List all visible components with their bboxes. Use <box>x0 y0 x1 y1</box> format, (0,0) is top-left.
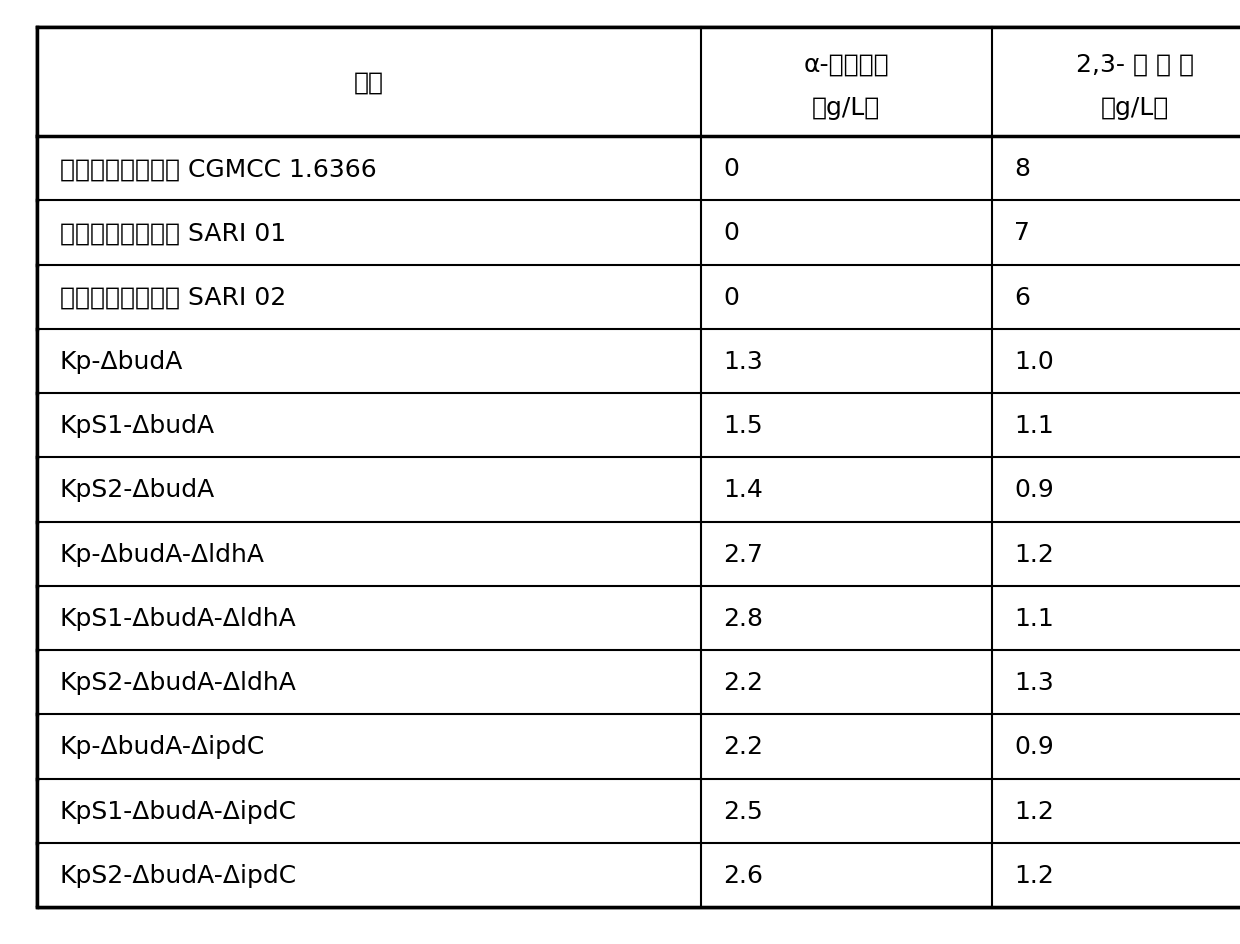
Bar <box>37 458 1240 522</box>
Text: 2.5: 2.5 <box>723 799 763 823</box>
Text: KpS2-ΔbudA: KpS2-ΔbudA <box>60 478 215 502</box>
Text: Kp-ΔbudA-ΔipdC: Kp-ΔbudA-ΔipdC <box>60 734 265 759</box>
Text: 0.9: 0.9 <box>1014 734 1054 759</box>
Text: 2,3- 丁 二 醇: 2,3- 丁 二 醇 <box>1075 52 1194 76</box>
Text: 克雷伯氏肺炎杆菌 SARI 01: 克雷伯氏肺炎杆菌 SARI 01 <box>60 221 285 245</box>
Text: 1.2: 1.2 <box>1014 863 1054 887</box>
Bar <box>37 137 1240 201</box>
Bar <box>37 394 1240 458</box>
Text: 8: 8 <box>1014 157 1030 181</box>
Text: 0.9: 0.9 <box>1014 478 1054 502</box>
Text: 0: 0 <box>723 221 739 245</box>
Bar <box>37 265 1240 329</box>
Text: Kp-ΔbudA-ΔldhA: Kp-ΔbudA-ΔldhA <box>60 542 264 566</box>
Text: 1.1: 1.1 <box>1014 413 1054 438</box>
Text: 1.3: 1.3 <box>1014 670 1054 695</box>
Text: 1.4: 1.4 <box>723 478 763 502</box>
Text: KpS1-ΔbudA-ΔipdC: KpS1-ΔbudA-ΔipdC <box>60 799 296 823</box>
Text: 1.0: 1.0 <box>1014 349 1054 374</box>
Text: 2.7: 2.7 <box>723 542 763 566</box>
Text: 2.8: 2.8 <box>723 606 763 631</box>
Text: （g/L）: （g/L） <box>812 95 880 120</box>
Text: 0: 0 <box>723 157 739 181</box>
Bar <box>37 201 1240 265</box>
Bar <box>37 329 1240 394</box>
Text: KpS1-ΔbudA: KpS1-ΔbudA <box>60 413 215 438</box>
Bar <box>37 28 1240 137</box>
Bar <box>37 779 1240 843</box>
Text: 菌株: 菌株 <box>353 71 384 94</box>
Bar <box>37 586 1240 650</box>
Text: α-酮异戊酸: α-酮异戊酸 <box>804 52 889 76</box>
Text: 1.1: 1.1 <box>1014 606 1054 631</box>
Text: 1.5: 1.5 <box>723 413 763 438</box>
Bar <box>37 843 1240 907</box>
Text: 克雷伯氏肺炎杆菌 SARI 02: 克雷伯氏肺炎杆菌 SARI 02 <box>60 285 285 310</box>
Text: 0: 0 <box>723 285 739 310</box>
Bar <box>37 650 1240 715</box>
Text: 1.3: 1.3 <box>723 349 763 374</box>
Text: 2.2: 2.2 <box>723 734 763 759</box>
Text: 7: 7 <box>1014 221 1030 245</box>
Text: 2.6: 2.6 <box>723 863 763 887</box>
Text: Kp-ΔbudA: Kp-ΔbudA <box>60 349 182 374</box>
Text: KpS2-ΔbudA-ΔldhA: KpS2-ΔbudA-ΔldhA <box>60 670 296 695</box>
Text: KpS2-ΔbudA-ΔipdC: KpS2-ΔbudA-ΔipdC <box>60 863 296 887</box>
Bar <box>37 715 1240 779</box>
Text: 1.2: 1.2 <box>1014 799 1054 823</box>
Text: KpS1-ΔbudA-ΔldhA: KpS1-ΔbudA-ΔldhA <box>60 606 296 631</box>
Text: 1.2: 1.2 <box>1014 542 1054 566</box>
Text: （g/L）: （g/L） <box>1100 95 1169 120</box>
Bar <box>37 522 1240 586</box>
Text: 2.2: 2.2 <box>723 670 763 695</box>
Text: 6: 6 <box>1014 285 1030 310</box>
Text: 克雷伯氏肺炎杆菌 CGMCC 1.6366: 克雷伯氏肺炎杆菌 CGMCC 1.6366 <box>60 157 376 181</box>
